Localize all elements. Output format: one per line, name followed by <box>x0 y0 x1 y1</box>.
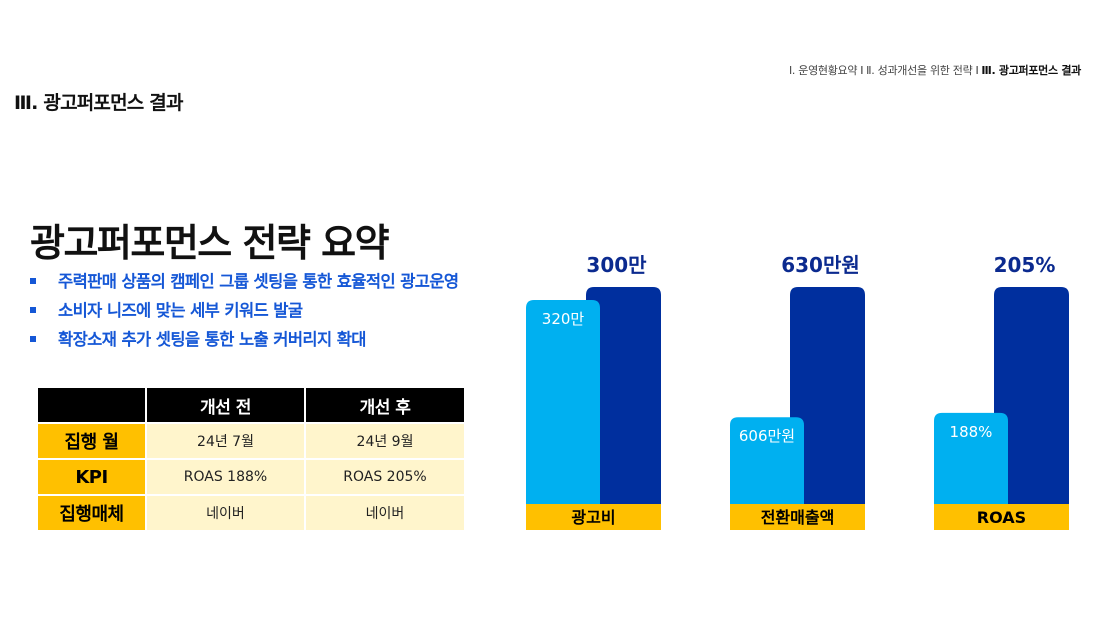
category-label: 전환매출액 <box>761 508 835 527</box>
after-value-label: 630만원 <box>781 253 860 277</box>
category-label: ROAS <box>977 508 1026 527</box>
category-label-box <box>730 504 865 530</box>
strategy-bullet-list: 주력판매 상품의 캠페인 그룹 셋팅을 통한 효율적인 광고운영 소비자 니즈에… <box>30 270 459 357</box>
row-label: 집행매체 <box>38 495 147 532</box>
cell-before: ROAS 188% <box>146 459 306 496</box>
row-label: KPI <box>38 459 147 496</box>
bullet-square-icon <box>30 277 36 284</box>
table-row: 집행 월 24년 7월 24년 9월 <box>38 423 466 460</box>
row-label: 집행 월 <box>38 423 147 460</box>
bullet-text: 소비자 니즈에 맞는 세부 키워드 발굴 <box>58 301 303 320</box>
breadcrumb-separator: I <box>975 64 979 77</box>
bullet-item: 소비자 니즈에 맞는 세부 키워드 발굴 <box>30 299 459 328</box>
before-value-label: 188% <box>950 423 993 441</box>
before-bar <box>730 417 804 504</box>
category-label-box <box>526 504 661 530</box>
cell-after: 24년 9월 <box>305 423 466 460</box>
cell-before: 24년 7월 <box>146 423 306 460</box>
before-value-label: 606만원 <box>739 427 795 445</box>
after-bar <box>790 287 865 504</box>
breadcrumb-item-results[interactable]: Ⅲ. 광고퍼포먼스 결과 <box>981 64 1081 77</box>
cell-before: 네이버 <box>146 495 306 532</box>
bullet-text: 주력판매 상품의 캠페인 그룹 셋팅을 통한 효율적인 광고운영 <box>58 272 459 291</box>
breadcrumb-item-strategy[interactable]: Ⅱ. 성과개선을 위한 전략 <box>866 64 973 77</box>
bullet-square-icon <box>30 335 36 342</box>
bullet-text: 확장소재 추가 셋팅을 통한 노출 커버리지 확대 <box>58 330 366 349</box>
table-row: 집행매체 네이버 네이버 <box>38 495 466 532</box>
after-bar <box>586 287 661 504</box>
category-label-box <box>934 504 1069 530</box>
breadcrumb: Ⅰ. 운영현황요약 I Ⅱ. 성과개선을 위한 전략 I Ⅲ. 광고퍼포먼스 결과 <box>789 62 1081 78</box>
after-value-label: 205% <box>994 253 1056 277</box>
before-bar <box>934 412 1008 504</box>
comparison-table: 개선 전 개선 후 집행 월 24년 7월 24년 9월 KPI ROAS 18… <box>38 388 466 532</box>
bullet-item: 주력판매 상품의 캠페인 그룹 셋팅을 통한 효율적인 광고운영 <box>30 270 459 299</box>
table-row: KPI ROAS 188% ROAS 205% <box>38 459 466 496</box>
table-header-empty <box>38 388 147 424</box>
breadcrumb-item-overview[interactable]: Ⅰ. 운영현황요약 <box>788 64 858 77</box>
after-bar <box>994 287 1069 504</box>
breadcrumb-separator: I <box>860 64 864 77</box>
bullet-square-icon <box>30 306 36 313</box>
bullet-item: 확장소재 추가 셋팅을 통한 노출 커버리지 확대 <box>30 328 459 357</box>
page-title: 광고퍼포먼스 전략 요약 <box>30 221 390 265</box>
cell-after: ROAS 205% <box>305 459 466 496</box>
cell-after: 네이버 <box>305 495 466 532</box>
category-label: 광고비 <box>571 508 615 527</box>
table-header-after: 개선 후 <box>305 388 466 424</box>
section-title: Ⅲ. 광고퍼포먼스 결과 <box>14 92 183 114</box>
table-header-row: 개선 전 개선 후 <box>38 388 466 424</box>
before-value-label: 320만 <box>542 310 585 328</box>
table-header-before: 개선 전 <box>146 388 306 424</box>
before-bar <box>526 300 600 504</box>
after-value-label: 300만 <box>586 253 647 277</box>
